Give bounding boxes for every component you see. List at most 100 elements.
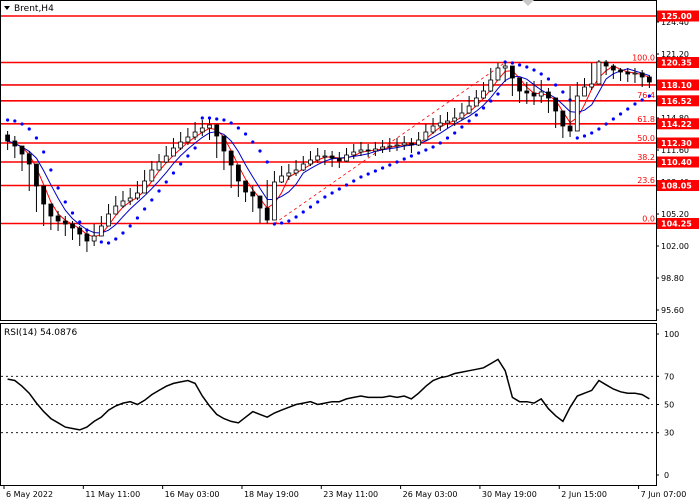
sar-dot	[215, 117, 219, 121]
candle-body	[41, 185, 47, 205]
sar-dot	[344, 183, 349, 187]
sar-dot	[380, 166, 385, 170]
candle-body	[481, 90, 486, 99]
candle-body	[524, 90, 530, 94]
candle	[228, 150, 234, 188]
level-price-tag-bg	[657, 137, 699, 149]
candle-body	[351, 151, 357, 156]
candle-body	[142, 180, 147, 194]
candle-body	[531, 92, 537, 97]
level-price-tag-label: 125.00	[661, 12, 692, 21]
candle-body	[546, 91, 551, 99]
sar-dot	[49, 168, 53, 172]
level-price-tag-bg	[657, 95, 699, 107]
rsi-tick-label: 100	[664, 330, 679, 339]
candle	[387, 138, 393, 152]
sar-dot	[460, 125, 464, 129]
candle-body	[618, 69, 623, 73]
level-price-tag: 110.40	[657, 156, 699, 168]
candle	[625, 68, 631, 82]
candle-body	[647, 76, 652, 83]
sar-dot	[70, 211, 75, 215]
candle	[156, 154, 162, 171]
main-pane-frame	[0, 0, 657, 321]
ma-slow-line	[7, 68, 650, 234]
price-tick-label: 111.60	[661, 146, 689, 155]
sar-dot	[409, 154, 414, 158]
candle	[70, 221, 75, 240]
candle-body	[243, 180, 248, 193]
level-price-tag-label: 116.52	[661, 97, 692, 106]
time-tick-label: 7 Jun 07:00	[641, 490, 687, 499]
sar-dot	[510, 61, 514, 65]
level-price-tag-label: 104.25	[661, 220, 692, 229]
candle-body	[452, 117, 458, 122]
sar-dot	[517, 63, 522, 67]
candle-body	[98, 225, 104, 237]
sar-dot	[330, 191, 334, 195]
candle-body	[207, 124, 212, 129]
price-tick-label: 121.20	[661, 50, 689, 59]
candle-body	[149, 169, 155, 182]
candle	[466, 96, 472, 114]
candle	[445, 112, 450, 128]
candle-body	[430, 125, 436, 133]
sar-dot	[445, 136, 450, 140]
candle	[510, 65, 515, 96]
candle-body	[286, 172, 292, 177]
sar-dot	[359, 175, 363, 179]
sar-dot	[539, 72, 543, 76]
candle-body	[264, 207, 270, 221]
symbol-dropdown-icon[interactable]	[4, 6, 10, 10]
candle-body	[510, 65, 515, 79]
horizontal-levels	[1, 15, 656, 225]
candle-body	[171, 147, 176, 157]
shift-arrow-icon[interactable]	[522, 0, 534, 6]
fib-level-label: 38.2	[637, 153, 655, 162]
sar-dot	[575, 136, 579, 140]
sar-dot	[135, 216, 140, 220]
sar-dot	[294, 215, 298, 219]
price-tick-label: 102.00	[661, 242, 689, 251]
candle-body	[19, 145, 25, 155]
candle-body	[199, 127, 205, 133]
candle-body	[106, 213, 111, 227]
rsi-line	[7, 358, 650, 431]
candle	[603, 60, 609, 75]
parabolic-sar	[6, 60, 651, 245]
candle	[113, 196, 119, 215]
candle-body	[322, 155, 328, 158]
candle-body	[589, 83, 595, 88]
sar-dot	[171, 171, 176, 175]
rsi-tick-label: 50	[664, 401, 674, 410]
rsi-axis: 100 70 50 30 0	[656, 330, 679, 480]
candle	[610, 64, 616, 79]
candle	[437, 115, 443, 131]
candle-body	[113, 205, 119, 215]
sar-dot	[431, 145, 435, 149]
candle	[430, 118, 436, 134]
candle	[423, 124, 429, 141]
candle-body	[639, 72, 645, 78]
candle-body	[387, 145, 393, 148]
sar-dot	[27, 127, 31, 131]
sar-dot	[474, 113, 478, 117]
sar-dot	[157, 189, 161, 193]
sar-dot	[280, 221, 284, 225]
candle-body	[582, 86, 587, 97]
candle	[517, 77, 522, 103]
time-tick-label: 26 May 03:00	[403, 490, 458, 499]
candle-body	[610, 65, 616, 71]
sar-dot	[633, 102, 637, 106]
candle-body	[329, 155, 335, 159]
rsi-indicator	[1, 358, 656, 434]
candle-body	[538, 91, 544, 97]
level-price-tag: 112.30	[657, 137, 699, 149]
candle-body	[344, 154, 349, 162]
candle-body	[55, 215, 61, 222]
symbol-label[interactable]: Brent,H4	[14, 4, 54, 14]
candle-body	[625, 71, 631, 75]
candle	[286, 164, 292, 180]
